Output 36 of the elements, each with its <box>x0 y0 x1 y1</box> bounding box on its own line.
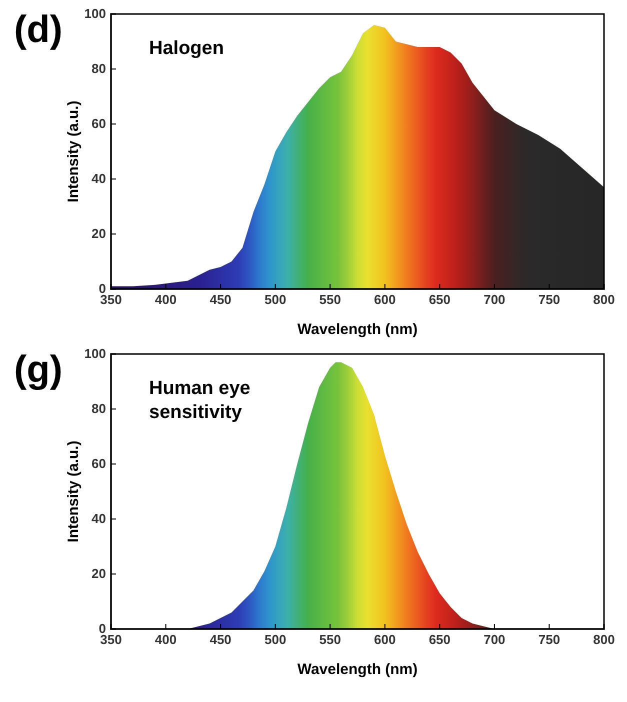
y-tick-label: 20 <box>92 226 106 242</box>
y-tick-label: 100 <box>84 6 106 22</box>
y-tick-label: 20 <box>92 566 106 582</box>
x-tick-label: 400 <box>154 632 177 648</box>
x-tick-label: 550 <box>319 292 341 308</box>
x-tick-label: 550 <box>319 632 341 648</box>
y-tick-label: 80 <box>92 401 106 416</box>
y-tick-label: 40 <box>92 511 106 526</box>
y-tick-label: 60 <box>92 456 106 472</box>
y-tick-label: 40 <box>92 171 106 186</box>
annotation: Halogen <box>149 38 224 59</box>
x-tick-label: 450 <box>210 292 232 308</box>
x-tick-label: 800 <box>593 292 615 308</box>
x-tick-label: 500 <box>264 292 286 308</box>
x-tick-label: 750 <box>538 292 560 308</box>
chart-title: (d) <box>14 9 63 51</box>
x-tick-label: 400 <box>154 292 177 308</box>
chart-title: (g) <box>14 349 63 391</box>
x-tick-label: 650 <box>428 292 451 308</box>
x-axis-title: Wavelength (nm) <box>297 661 418 678</box>
y-axis-title: Intensity (a.u.) <box>65 100 82 202</box>
x-tick-label: 700 <box>484 632 506 648</box>
y-tick-label: 80 <box>92 61 106 76</box>
x-tick-label: 800 <box>593 632 615 648</box>
x-tick-label: 600 <box>374 632 396 648</box>
y-tick-label: 60 <box>92 116 106 132</box>
x-axis-title: Wavelength (nm) <box>297 321 418 338</box>
y-axis-title: Intensity (a.u.) <box>65 440 82 542</box>
x-tick-label: 700 <box>484 292 506 308</box>
x-tick-label: 650 <box>428 632 451 648</box>
y-tick-label: 100 <box>84 346 106 362</box>
x-tick-label: 450 <box>210 632 232 648</box>
annotation: Human eye sensitivity <box>149 378 250 423</box>
x-tick-label: 600 <box>374 292 396 308</box>
x-tick-label: 750 <box>538 632 560 648</box>
x-tick-label: 500 <box>264 632 286 648</box>
